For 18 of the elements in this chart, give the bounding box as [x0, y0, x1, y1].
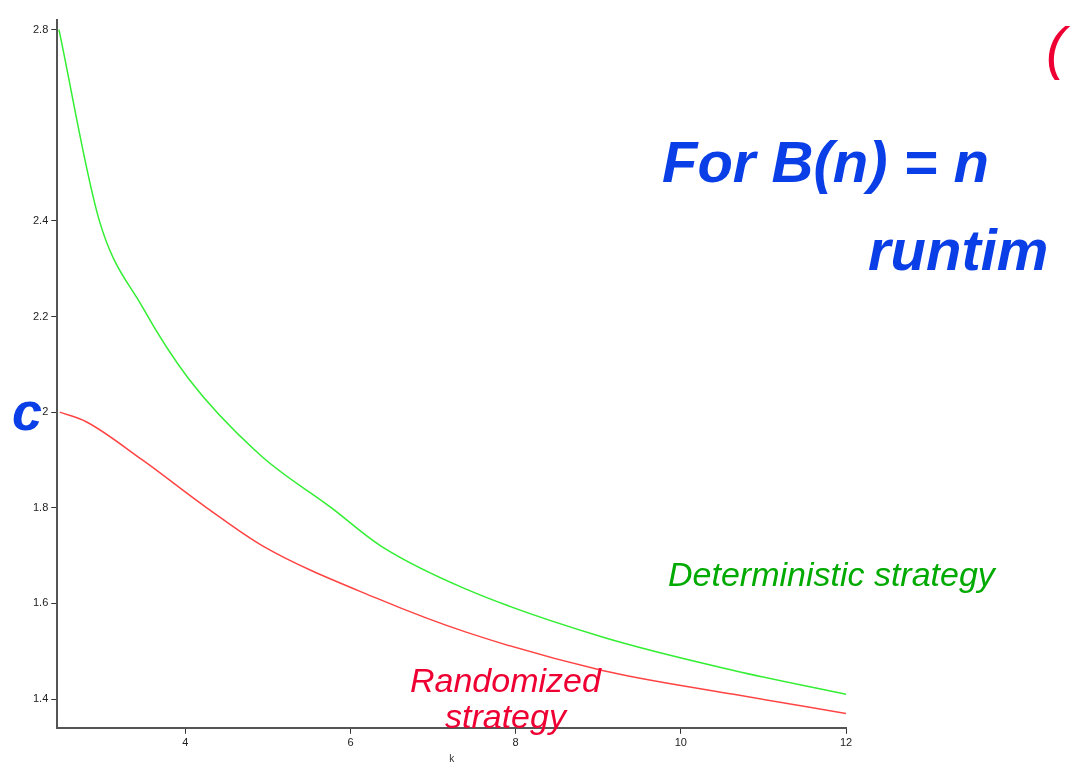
y-tick-label: 1.8 [32, 500, 49, 513]
x-tick-label: 8 [512, 736, 519, 749]
y-axis-title: c [12, 380, 43, 442]
x-tick-label: 6 [347, 736, 354, 749]
y-tick-label: 2 [42, 405, 49, 418]
series-label: Deterministic strategy [668, 555, 995, 593]
y-tick-label: 2.8 [32, 22, 49, 35]
y-tick-label: 2.2 [32, 309, 49, 322]
x-tick-label: 12 [839, 736, 853, 749]
text: runtim [868, 216, 1049, 283]
x-axis-title: k [449, 752, 456, 764]
y-tick-label: 1.4 [32, 692, 49, 705]
y-tick-label: 1.6 [32, 596, 49, 609]
y-tick-label: 2.4 [32, 213, 49, 226]
x-tick-label: 10 [674, 736, 687, 749]
series-label: Randomized strategy [410, 661, 601, 735]
text: For B(n) = n [662, 128, 990, 195]
x-tick-label: 4 [182, 736, 189, 749]
